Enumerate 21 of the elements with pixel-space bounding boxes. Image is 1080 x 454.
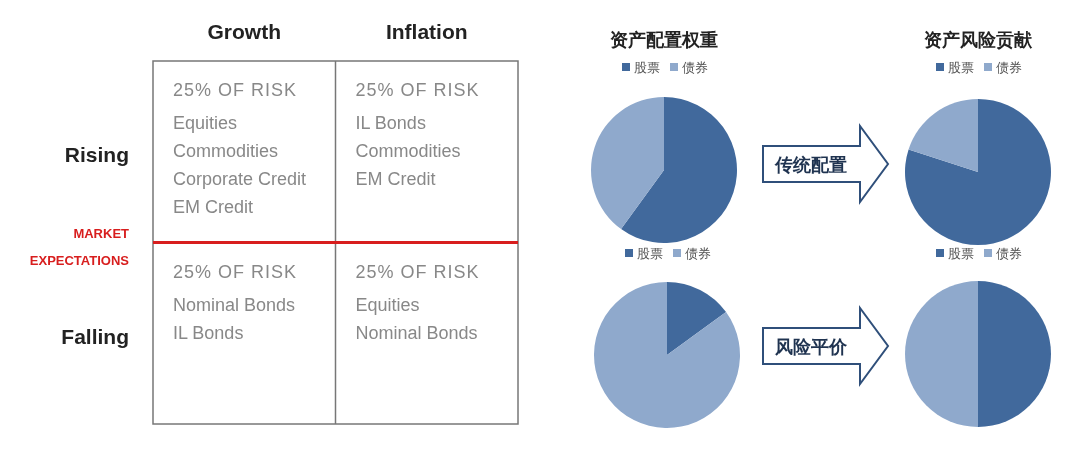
category-label: Inflation — [385, 20, 468, 43]
legend-label: 债券 — [682, 60, 708, 75]
text: 25% OF RISK IL Bonds Commodities EM Credit — [355, 80, 480, 189]
legend-label: 股票 — [637, 246, 663, 261]
category-label: Falling — [61, 324, 129, 348]
category-label: Rising — [64, 143, 129, 166]
text: MARKET EXPECTATIONS — [29, 225, 130, 268]
legend-label: 债券 — [996, 60, 1022, 75]
category-label: Growth — [207, 20, 281, 43]
legend-label: 股票 — [948, 60, 974, 75]
text: 25% OF RISK Nominal Bonds IL Bonds — [173, 261, 298, 343]
chart-title: 资产配置权重 — [610, 30, 718, 50]
legend-label: 股票 — [634, 60, 660, 75]
text: 风险平价 — [774, 337, 848, 357]
legend-label: 债券 — [996, 246, 1022, 261]
text: 传统配置 — [774, 155, 847, 175]
text: 25% OF RISK Equities Commodities Corporate Credit EM Credit — [173, 80, 307, 217]
text: 25% OF RISK Equities Nominal Bonds — [355, 261, 480, 343]
legend-label: 股票 — [948, 246, 974, 261]
legend-label: 债券 — [685, 246, 711, 261]
chart-title: 资产风险贡献 — [924, 30, 1033, 50]
